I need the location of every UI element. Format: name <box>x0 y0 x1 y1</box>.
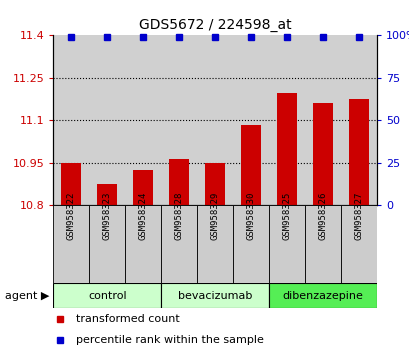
Text: GSM958329: GSM958329 <box>210 192 219 240</box>
Text: transformed count: transformed count <box>76 314 179 324</box>
Bar <box>269 283 376 308</box>
Bar <box>348 99 368 205</box>
Bar <box>276 93 297 205</box>
Bar <box>269 35 304 205</box>
Bar <box>197 205 233 283</box>
Bar <box>233 35 269 205</box>
Bar <box>304 205 340 283</box>
Bar <box>161 35 197 205</box>
Text: control: control <box>88 291 126 301</box>
Text: GSM958326: GSM958326 <box>318 192 327 240</box>
Bar <box>89 35 125 205</box>
Bar <box>61 163 81 205</box>
Text: GSM958323: GSM958323 <box>103 192 112 240</box>
Text: dibenzazepine: dibenzazepine <box>282 291 363 301</box>
Bar <box>89 205 125 283</box>
Bar <box>340 205 376 283</box>
Text: agent ▶: agent ▶ <box>5 291 49 301</box>
Bar <box>269 205 304 283</box>
Bar <box>161 283 269 308</box>
Bar <box>241 125 261 205</box>
Text: GSM958324: GSM958324 <box>138 192 147 240</box>
Bar <box>53 35 89 205</box>
Bar <box>161 205 197 283</box>
Text: GSM958325: GSM958325 <box>282 192 291 240</box>
Bar <box>312 103 332 205</box>
Text: bevacizumab: bevacizumab <box>178 291 252 301</box>
Bar <box>53 283 161 308</box>
Text: GSM958322: GSM958322 <box>67 192 76 240</box>
Text: GSM958330: GSM958330 <box>246 192 255 240</box>
Bar <box>233 205 269 283</box>
Title: GDS5672 / 224598_at: GDS5672 / 224598_at <box>139 18 291 32</box>
Bar <box>304 35 340 205</box>
Bar <box>340 35 376 205</box>
Bar <box>53 205 89 283</box>
Text: percentile rank within the sample: percentile rank within the sample <box>76 335 263 345</box>
Text: GSM958328: GSM958328 <box>174 192 183 240</box>
Bar <box>133 170 153 205</box>
Bar <box>125 35 161 205</box>
Bar <box>197 35 233 205</box>
Bar <box>205 163 225 205</box>
Bar <box>169 159 189 205</box>
Bar <box>97 184 117 205</box>
Text: GSM958327: GSM958327 <box>354 192 363 240</box>
Bar <box>125 205 161 283</box>
